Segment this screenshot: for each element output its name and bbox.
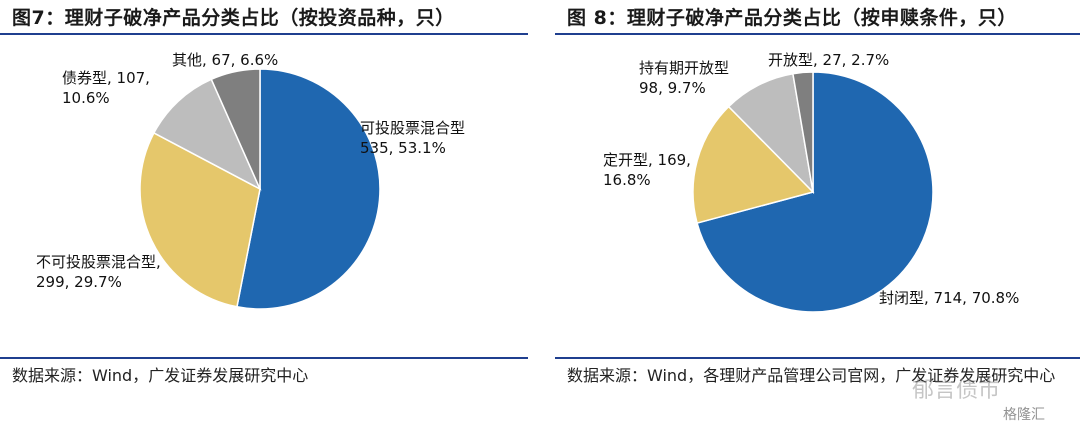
- figure-7-top-rule: [0, 33, 528, 35]
- pie-slice-8-3: [727, 72, 815, 195]
- pie-slice-7-4: [210, 68, 261, 190]
- figure-8-pie-chart: 封闭型, 714, 70.8% 定开型, 169, 16.8% 持有期开放型 98, 9…: [603, 51, 1019, 313]
- pie-label-7-4: 其他, 67, 6.6%: [172, 51, 278, 69]
- watermark-text: 郁言债市: [912, 378, 1001, 403]
- figure-7-pie-chart: 可投股票混合型 535, 53.1% 不可投股票混合型, 299, 29.7% 债券型,…: [36, 51, 465, 310]
- pie-label-8-2: 定开型, 169, 16.8%: [603, 151, 691, 189]
- pie-label-7-3: 债券型, 107, 10.6%: [62, 69, 150, 107]
- figure-7-bottom-rule: [0, 357, 528, 359]
- pie-slice-7-3: [152, 78, 262, 191]
- pie-label-7-2: 不可投股票混合型, 299, 29.7%: [36, 253, 161, 291]
- pie-slice-8-1: [696, 71, 934, 313]
- figure-7-title: 图7：理财子破净产品分类占比（按投资品种，只）: [12, 7, 455, 29]
- figure-8-bottom-rule: [555, 357, 1080, 359]
- pie-label-8-3: 持有期开放型 98, 9.7%: [639, 59, 729, 97]
- pie-label-7-1: 可投股票混合型 535, 53.1%: [360, 119, 465, 157]
- figure-8-source: 数据来源：Wind，各理财产品管理公司官网，广发证券发展研究中心: [567, 366, 1056, 385]
- figure-7-source: 数据来源：Wind，广发证券发展研究中心: [12, 366, 309, 385]
- pie-label-8-1: 封闭型, 714, 70.8%: [879, 289, 1019, 307]
- pie-slice-8-4: [792, 71, 814, 193]
- figure-8-panel: 图 8：理财子破净产品分类占比（按申赎条件，只） 封闭型, 714, 70.8%…: [555, 0, 1080, 431]
- figure-8-title: 图 8：理财子破净产品分类占比（按申赎条件，只）: [567, 7, 1017, 29]
- watermark-badge: 格隆汇: [1003, 407, 1045, 423]
- figure-8-top-rule: [555, 33, 1080, 35]
- pie-slice-8-2: [692, 105, 815, 224]
- pie-slice-7-2: [139, 131, 261, 308]
- pie-slice-7-1: [236, 68, 381, 310]
- figure-7-panel: 图7：理财子破净产品分类占比（按投资品种，只） 可投股票混合型 535, 53.1…: [0, 0, 528, 431]
- pie-label-8-4: 开放型, 27, 2.7%: [768, 51, 889, 69]
